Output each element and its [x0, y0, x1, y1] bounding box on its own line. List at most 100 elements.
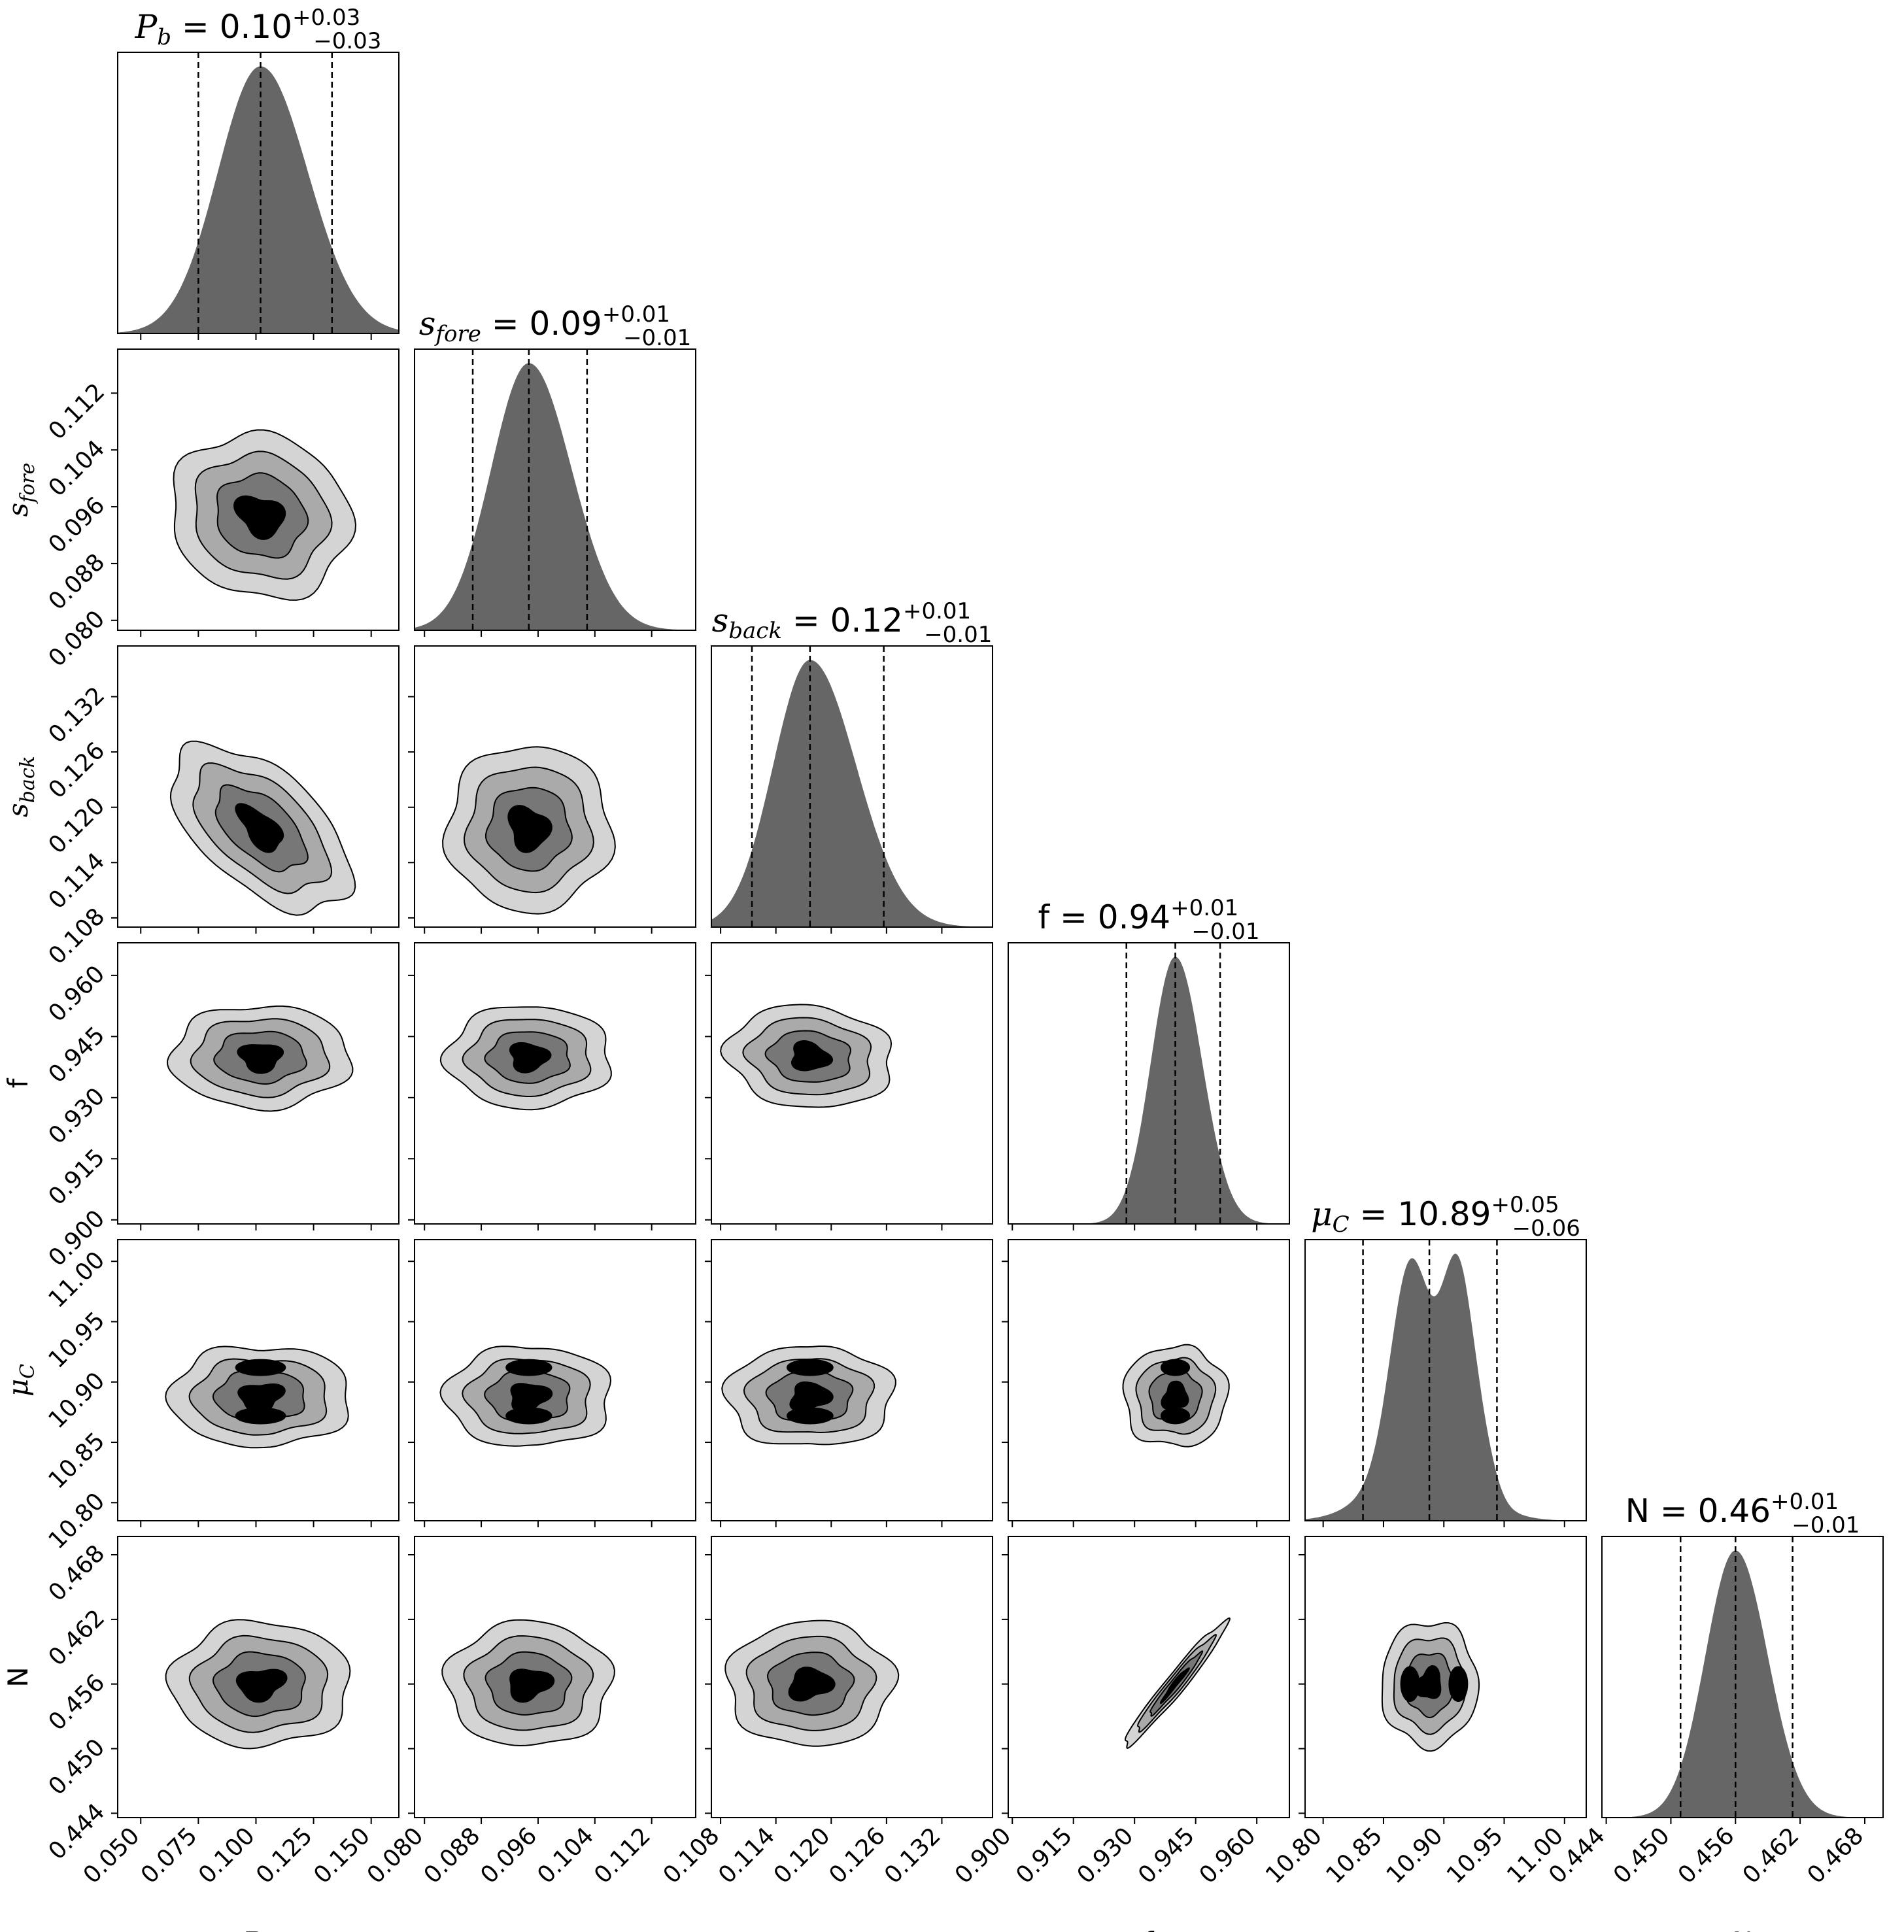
contour-core-muC-N-0 — [1400, 1666, 1420, 1702]
y-axis-label-N: N — [2, 1667, 34, 1687]
histogram-panel-muC: μC = 10.89+0.05 −0.06 — [1304, 1192, 1587, 1527]
x-tick-label: 10.85 — [1321, 1822, 1387, 1889]
title-f: f = 0.94+0.01 −0.01 — [1038, 895, 1259, 945]
x-tick-label: 10.80 — [1261, 1822, 1327, 1889]
x-tick-label: 0.104 — [532, 1822, 599, 1889]
title-minus-N: −0.01 — [1792, 1512, 1860, 1538]
y-tick-label: 0.126 — [43, 737, 110, 804]
y-axis-label-base: N — [2, 1667, 34, 1687]
panel-frame — [711, 1239, 993, 1521]
contour-core-f-muC-0 — [1160, 1407, 1191, 1425]
y-tick-label: 0.450 — [43, 1734, 110, 1801]
x-tick-label: 0.468 — [1802, 1822, 1869, 1889]
contour-Pb-sfore-level-3 — [233, 495, 286, 540]
x-tick-label: 0.915 — [1011, 1822, 1078, 1889]
contour-panel-sback-muC — [705, 1239, 993, 1527]
panel-frame — [1304, 1536, 1587, 1818]
title-plus-sfore: +0.01 — [602, 301, 670, 328]
panel-frame — [117, 348, 400, 631]
x-tick-label: 10.90 — [1382, 1822, 1448, 1889]
panel-frame — [711, 1536, 993, 1818]
contour-core-Pb-muC-1 — [235, 1359, 286, 1376]
histogram-panel-Pb: Pb = 0.10+0.03 −0.03 — [117, 5, 400, 340]
y-tick-label: 0.104 — [43, 435, 110, 502]
x-axis-label-Pb: Pb — [242, 1926, 273, 1932]
title-subscript-Pb: b — [157, 24, 171, 50]
panel-frame — [1008, 1239, 1290, 1521]
y-tick-label: 0.915 — [43, 1144, 110, 1211]
y-axis-label-sfore: sfore — [2, 463, 39, 517]
contour-core-sfore-muC-0 — [505, 1407, 552, 1425]
histogram-sback — [711, 660, 993, 927]
histogram-panel-N: N = 0.46+0.01 −0.010.4440.4500.4560.4620.… — [1544, 1489, 1884, 1889]
x-tick-label: 0.120 — [769, 1822, 836, 1889]
panel-frame — [117, 1536, 400, 1818]
x-axis-label-f: f — [1144, 1926, 1155, 1932]
title-symbol-sback: s — [712, 602, 729, 639]
y-tick-label: 0.456 — [43, 1669, 110, 1736]
x-tick-label: 0.456 — [1673, 1822, 1740, 1889]
contour-panel-sfore-muC — [408, 1239, 696, 1527]
y-tick-label: 0.108 — [43, 903, 110, 970]
panel-frame — [414, 645, 696, 928]
panel-frame — [117, 942, 400, 1225]
contour-core-muC-N-1 — [1448, 1666, 1469, 1702]
title-minus-muC: −0.06 — [1512, 1215, 1580, 1242]
histogram-Pb — [118, 66, 399, 333]
x-tick-label: 0.080 — [362, 1822, 429, 1889]
title-muC: μC = 10.89+0.05 −0.06 — [1311, 1192, 1580, 1242]
x-tick-label: 0.450 — [1608, 1822, 1675, 1889]
title-subscript-muC: C — [1333, 1212, 1350, 1238]
contour-panel-sfore-sback — [408, 645, 696, 934]
histogram-N — [1602, 1550, 1883, 1818]
y-axis-label-f: f — [2, 1077, 34, 1088]
x-axis-label-muC: μC — [1429, 1926, 1462, 1932]
y-tick-label: 0.462 — [43, 1604, 110, 1671]
y-axis-label-base: f — [2, 1077, 34, 1088]
x-tick-label: 0.100 — [194, 1822, 260, 1889]
panel-frame — [1008, 942, 1290, 1225]
y-axis-label-muC: μC — [2, 1364, 39, 1397]
title-minus-sback: −0.01 — [924, 622, 992, 648]
panel-frame — [414, 348, 696, 631]
title-subscript-sback: back — [728, 618, 782, 644]
x-axis-label-base: P — [242, 1926, 262, 1932]
title-sback: sback = 0.12+0.01 −0.01 — [712, 598, 993, 648]
x-tick-label: 0.126 — [824, 1822, 891, 1889]
contour-Pb-N-level-3 — [235, 1669, 288, 1703]
contour-core-sback-muC-1 — [786, 1359, 834, 1376]
x-tick-label: 0.132 — [879, 1822, 946, 1889]
y-tick-label: 0.120 — [43, 792, 110, 859]
contour-Pb-muC-level-3 — [237, 1383, 286, 1413]
title-symbol-sfore: s — [419, 305, 436, 343]
title-minus-sfore: −0.01 — [623, 325, 691, 351]
y-axis-label-base: s — [2, 503, 34, 517]
x-axis-label-base: f — [1144, 1926, 1155, 1932]
contour-sfore-f-level-3 — [509, 1042, 552, 1074]
panel-frame — [1304, 1239, 1587, 1521]
x-axis-label-sfore: sfore — [528, 1926, 583, 1932]
histogram-panel-f: f = 0.94+0.01 −0.01 — [1008, 895, 1290, 1230]
panel-frame — [711, 942, 993, 1225]
contour-panel-Pb-N: 0.0500.0750.1000.1250.1500.4440.4500.456… — [43, 1536, 400, 1889]
title-plus-f: +0.01 — [1170, 895, 1238, 921]
contour-core-Pb-muC-0 — [235, 1407, 286, 1425]
x-tick-label: 10.95 — [1442, 1822, 1508, 1889]
contour-sback-muC-level-3 — [789, 1381, 834, 1412]
title-symbol-muC: μ — [1311, 1195, 1333, 1233]
y-tick-label: 10.90 — [43, 1367, 110, 1434]
title-symbol-f: f — [1038, 898, 1050, 936]
panel-frame — [117, 1239, 400, 1521]
x-tick-label: 0.075 — [136, 1822, 203, 1889]
y-tick-label: 10.80 — [43, 1488, 110, 1555]
x-tick-label: 0.960 — [1195, 1822, 1261, 1889]
contour-sfore-sback-level-3 — [507, 805, 552, 853]
histogram-panel-sback: sback = 0.12+0.01 −0.01 — [711, 598, 993, 934]
